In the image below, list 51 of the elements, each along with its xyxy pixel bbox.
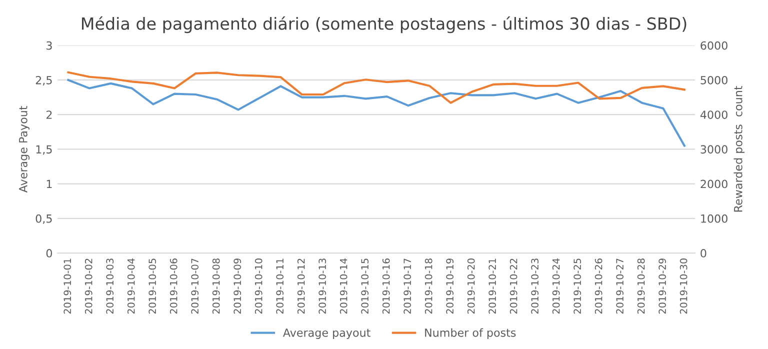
y-tick-label: 1 [46, 180, 52, 188]
x-tick-label: 2019-10-15 [361, 258, 369, 314]
x-tick-label: 2019-10-18 [424, 258, 432, 314]
x-tick-label: 2019-10-14 [340, 258, 348, 314]
x-tick-label: 2019-10-10 [254, 258, 262, 314]
x-tick-label: 2019-10-03 [106, 258, 114, 314]
x-tick-label: 2019-10-05 [148, 258, 156, 314]
y-tick-label: 0 [46, 249, 52, 258]
x-tick-label: 2019-10-19 [446, 258, 454, 314]
legend-label: Average payout [282, 328, 370, 339]
x-tick-label: 2019-10-23 [531, 258, 538, 314]
line-series [67, 78, 686, 147]
x-tick-label: 2019-10-17 [404, 258, 412, 314]
y2-tick-label: 5000 [700, 76, 728, 84]
y2-tick-label: 4000 [700, 110, 728, 119]
y-tick-label: 3 [46, 41, 52, 50]
y2-tick-label: 0 [700, 249, 706, 258]
x-tick-label: 2019-10-11 [276, 258, 284, 314]
legend-label: Number of posts [425, 328, 516, 339]
x-tick-label: 2019-10-08 [212, 258, 220, 314]
x-tick-label: 2019-10-13 [318, 258, 326, 314]
x-tick-label: 2019-10-20 [467, 258, 475, 314]
y2-tick-label: 1000 [701, 214, 728, 223]
x-tick-label: 2019-10-28 [637, 258, 645, 314]
x-tick-label: 2019-10-26 [594, 258, 602, 314]
y-tick-label: 2,5 [36, 76, 52, 86]
y2-tick-label: 3000 [700, 145, 728, 154]
y-tick-label: 2 [46, 110, 52, 119]
chart-title: Média de pagamento diário (somente postagens - últimos 30 dias - SBD) [82, 16, 686, 34]
x-tick-label: 2019-10-22 [510, 258, 518, 314]
x-tick-label: 2019-10-06 [170, 258, 178, 314]
x-tick-label: 2019-10-01 [64, 258, 72, 314]
x-tick-label: 2019-10-07 [191, 258, 199, 314]
x-tick-label: 2019-10-12 [297, 258, 305, 314]
x-tick-label: 2019-10-24 [552, 258, 560, 314]
line-series [67, 71, 686, 104]
y-axis-title: Average Payout [19, 106, 30, 193]
y-tick-label: 1,5 [36, 145, 52, 155]
x-tick-label: 2019-10-09 [234, 258, 242, 314]
x-tick-label: 2019-10-29 [658, 258, 666, 314]
x-tick-label: 2019-10-27 [616, 258, 624, 314]
x-tick-label: 2019-10-04 [127, 258, 135, 314]
x-tick-label: 2019-10-02 [84, 258, 92, 314]
x-tick-label: 2019-10-30 [680, 258, 688, 314]
y-tick-label: 0,5 [36, 214, 52, 224]
x-tick-label: 2019-10-16 [382, 258, 390, 314]
x-tick-label: 2019-10-25 [574, 258, 581, 314]
y2-tick-label: 2000 [700, 180, 728, 188]
y2-tick-label: 6000 [700, 41, 728, 50]
x-tick-label: 2019-10-21 [488, 258, 496, 314]
y2-axis-title: Rewarded posts count [734, 86, 744, 212]
